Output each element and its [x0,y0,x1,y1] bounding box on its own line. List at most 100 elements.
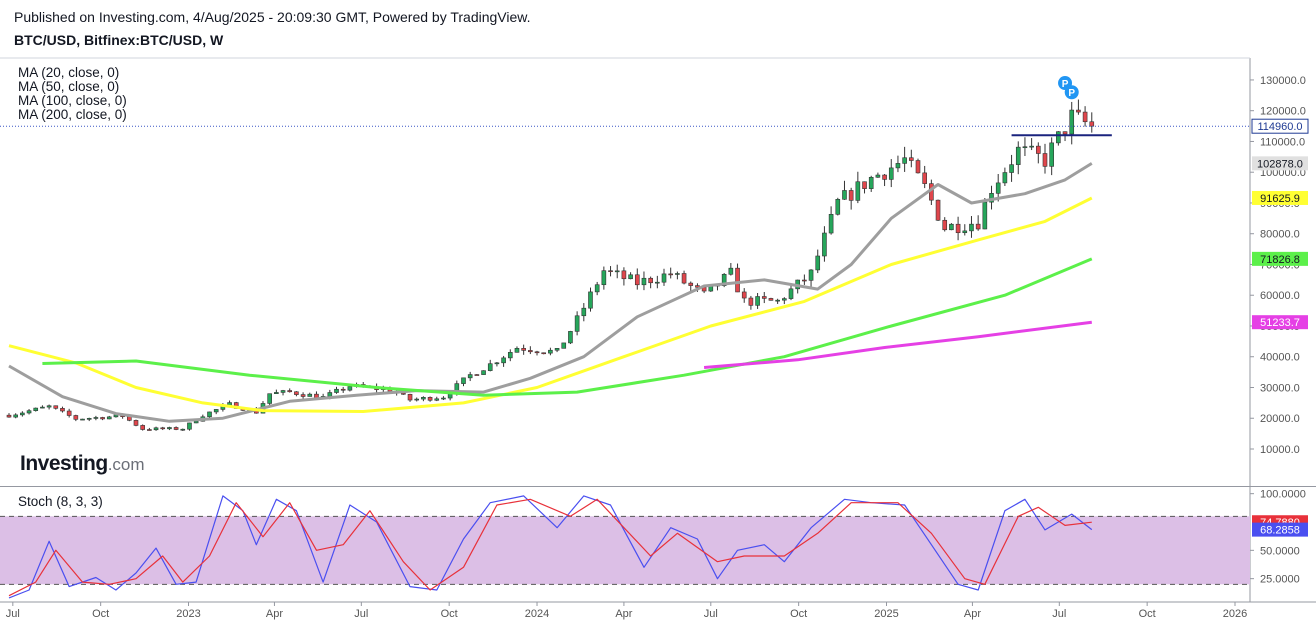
candle [775,298,780,304]
price-label-text: 91625.9 [1260,193,1300,205]
candle [1009,154,1014,182]
candle-body [862,181,867,189]
candle-body [481,370,486,375]
pivot-marker: P [1064,85,1079,100]
price-label: 71826.8 [1252,251,1308,266]
candle-body [60,408,65,412]
candle-body [808,269,814,281]
candle [427,396,433,402]
x-tick-label: Apr [615,608,632,620]
candle-body [160,427,166,430]
candle [207,411,212,418]
candle-body [1002,172,1008,184]
ma20-legend-label[interactable]: MA (20, close, 0) [18,65,120,80]
x-tick-label: Jul [6,608,20,620]
candle [848,187,854,210]
candle-body [969,223,974,232]
candle [160,426,166,431]
candle-body [574,315,580,332]
pivot-marker-circle [1064,85,1079,100]
x-tick-label: 2025 [874,608,898,620]
y-tick-label: 110000.0 [1260,136,1305,148]
candle-body [153,427,159,431]
candle-body [628,274,633,280]
candle-body [949,223,954,231]
candle-body [1029,145,1034,148]
candle [842,180,847,200]
stoch-legend-label[interactable]: Stoch (8, 3, 3) [18,494,103,509]
candle [741,288,747,303]
candle [1069,101,1075,145]
candle-body [768,298,774,301]
candle [187,422,192,431]
candle [755,292,760,309]
y-tick-label: 40000.0 [1260,352,1300,364]
ma200-legend-label[interactable]: MA (200, close, 0) [18,107,127,122]
candle [922,165,927,189]
candle [86,417,92,422]
candle [1036,142,1041,164]
candle-body [641,277,647,286]
ma50-legend-label[interactable]: MA (50, close, 0) [18,79,120,94]
ma-legend: MA (20, close, 0) MA (50, close, 0) MA (… [18,66,127,122]
stoch-band [0,516,1250,585]
candle-body [441,397,446,400]
candle-body [695,285,700,288]
candle [521,344,526,355]
candle-body [414,398,420,401]
candle [441,396,446,401]
candle-body [213,409,219,413]
candle-body [835,199,841,215]
candle [868,175,874,192]
candle [969,216,974,238]
stoch-k-line [8,495,1093,599]
ma50-line [8,196,1093,413]
candle [875,172,881,178]
y-tick-label: 80000.0 [1260,229,1300,241]
candle-body [1082,111,1088,123]
candle [534,350,540,356]
candle-body [133,420,139,426]
candle-body [501,357,506,364]
candle-body [935,199,941,221]
candle [1082,106,1088,127]
candle-body [294,391,299,395]
candle-body [868,176,874,189]
candle-body [748,297,754,306]
candle [1076,99,1081,115]
price-label: 102878.0 [1252,156,1308,171]
candle-body [494,362,500,365]
ma100-legend-label[interactable]: MA (100, close, 0) [18,93,127,108]
candle-body [46,405,52,408]
candle-body [648,277,653,284]
candle-body [1015,146,1021,165]
published-caption: Published on Investing.com, 4/Aug/2025 -… [14,9,531,25]
candle [53,405,59,410]
candle-body [995,182,1001,194]
x-tick-label: Apr [964,608,981,620]
x-tick-label: Jul [354,608,368,620]
candle [882,174,887,187]
candle-body [761,296,767,299]
investing-logo: Investing.com [20,452,145,476]
price-label-text: 114960.0 [1257,121,1302,133]
candle-body [514,348,520,353]
candle [902,146,907,172]
candle-body [528,350,533,353]
pivot-marker-label: P [1062,79,1069,90]
candle-body [822,232,827,257]
candle [33,407,39,412]
candle-body [461,377,466,384]
candle [668,267,674,279]
candle-body [588,291,593,309]
candle-body [167,427,172,430]
price-label-box [1252,251,1308,266]
candle [347,385,353,392]
candle-body [66,410,72,416]
candle [106,415,112,420]
candle-body [942,219,948,231]
candle [1022,137,1028,157]
candle-body [855,181,861,201]
candle [675,271,680,280]
candle [962,224,968,236]
